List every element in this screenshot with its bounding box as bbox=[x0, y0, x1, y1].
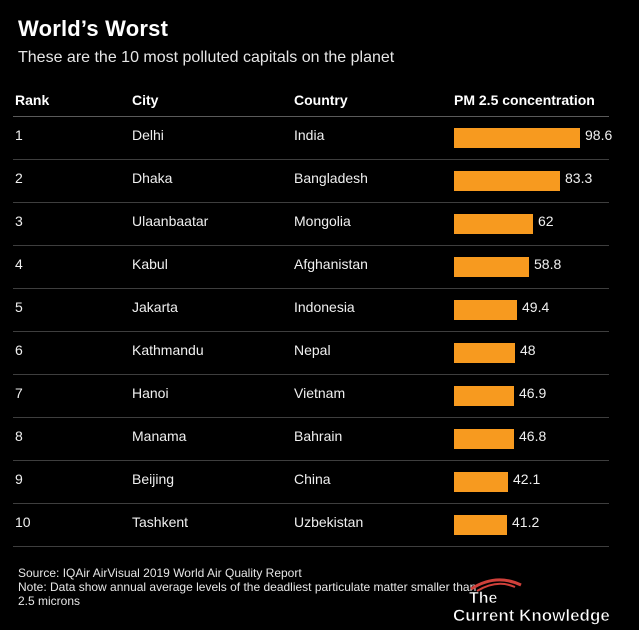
table-row: 8 Manama Bahrain 46.8 bbox=[13, 418, 609, 461]
pm25-value-label: 83.3 bbox=[565, 170, 593, 186]
table-row: 9 Beijing China 42.1 bbox=[13, 461, 609, 504]
table-body: 1 Delhi India 98.6 2 Dhaka Bangladesh 83.3 3 Ulaa… bbox=[13, 117, 613, 547]
footer: Source: IQAir AirVisual 2019 World Air Q… bbox=[18, 566, 488, 608]
city-cell: Hanoi bbox=[132, 385, 169, 401]
column-header-country: Country bbox=[294, 92, 348, 108]
rank-cell: 4 bbox=[15, 256, 23, 272]
pm25-bar bbox=[454, 128, 580, 148]
pm25-bar bbox=[454, 429, 514, 449]
pm25-value-label: 46.8 bbox=[519, 428, 547, 444]
rank-cell: 7 bbox=[15, 385, 23, 401]
watermark-line1: The bbox=[469, 590, 498, 607]
city-cell: Jakarta bbox=[132, 299, 178, 315]
table-row: 1 Delhi India 98.6 bbox=[13, 117, 613, 160]
table-row: 4 Kabul Afghanistan 58.8 bbox=[13, 246, 609, 289]
rank-cell: 9 bbox=[15, 471, 23, 487]
country-cell: China bbox=[294, 471, 331, 487]
city-cell: Manama bbox=[132, 428, 187, 444]
pm25-value-label: 98.6 bbox=[585, 127, 613, 143]
column-header-pm25: PM 2.5 concentration bbox=[454, 92, 595, 108]
country-cell: Indonesia bbox=[294, 299, 355, 315]
data-note: Note: Data show annual average levels of… bbox=[18, 580, 477, 608]
city-cell: Ulaanbaatar bbox=[132, 213, 209, 229]
city-cell: Tashkent bbox=[132, 514, 189, 530]
watermark-line2: Current Knowledge bbox=[453, 606, 610, 625]
country-cell: Vietnam bbox=[294, 385, 346, 401]
table-row: 3 Ulaanbaatar Mongolia 62 bbox=[13, 203, 609, 246]
pm25-bar bbox=[454, 472, 508, 492]
country-cell: Mongolia bbox=[294, 213, 351, 229]
pm25-bar bbox=[454, 343, 515, 363]
pm25-value-label: 62 bbox=[538, 213, 554, 229]
city-cell: Kabul bbox=[132, 256, 168, 272]
pm25-bar bbox=[454, 515, 507, 535]
column-header-city: City bbox=[132, 92, 159, 108]
table-row: 6 Kathmandu Nepal 48 bbox=[13, 332, 609, 375]
country-cell: Uzbekistan bbox=[294, 514, 364, 530]
country-cell: India bbox=[294, 127, 325, 143]
column-header-rank: Rank bbox=[15, 92, 50, 108]
pm25-value-label: 49.4 bbox=[522, 299, 550, 315]
pm25-bar bbox=[454, 386, 514, 406]
table-row: 5 Jakarta Indonesia 49.4 bbox=[13, 289, 609, 332]
table-row: 2 Dhaka Bangladesh 83.3 bbox=[13, 160, 609, 203]
pm25-value-label: 46.9 bbox=[519, 385, 547, 401]
rank-cell: 8 bbox=[15, 428, 23, 444]
pm25-value-label: 41.2 bbox=[512, 514, 540, 530]
table-row: 7 Hanoi Vietnam 46.9 bbox=[13, 375, 609, 418]
source-note: Source: IQAir AirVisual 2019 World Air Q… bbox=[18, 566, 302, 580]
chart-subtitle: These are the 10 most polluted capitals … bbox=[18, 49, 395, 66]
watermark-logo: The Current Knowledge bbox=[451, 567, 621, 625]
rank-cell: 2 bbox=[15, 170, 23, 186]
pm25-value-label: 48 bbox=[520, 342, 536, 358]
chart-title: World’s Worst bbox=[18, 16, 169, 41]
pm25-value-label: 58.8 bbox=[534, 256, 562, 272]
city-cell: Kathmandu bbox=[132, 342, 204, 358]
pm25-bar bbox=[454, 171, 560, 191]
country-cell: Bangladesh bbox=[294, 170, 368, 186]
rank-cell: 5 bbox=[15, 299, 23, 315]
rank-cell: 1 bbox=[15, 127, 23, 143]
table-row: 10 Tashkent Uzbekistan 41.2 bbox=[13, 504, 609, 547]
city-cell: Beijing bbox=[132, 471, 175, 487]
city-cell: Dhaka bbox=[132, 170, 173, 186]
rank-cell: 6 bbox=[15, 342, 23, 358]
city-cell: Delhi bbox=[132, 127, 164, 143]
pm25-value-label: 42.1 bbox=[513, 471, 541, 487]
rank-cell: 10 bbox=[15, 514, 31, 530]
rank-cell: 3 bbox=[15, 213, 23, 229]
country-cell: Bahrain bbox=[294, 428, 343, 444]
pm25-bar bbox=[454, 257, 529, 277]
country-cell: Nepal bbox=[294, 342, 331, 358]
watermark-arc-icon: The Current Knowledge bbox=[453, 578, 610, 625]
pm25-bar bbox=[454, 300, 517, 320]
pm25-bar bbox=[454, 214, 533, 234]
table-header: Rank City Country PM 2.5 concentration bbox=[13, 90, 609, 117]
country-cell: Afghanistan bbox=[294, 256, 368, 272]
